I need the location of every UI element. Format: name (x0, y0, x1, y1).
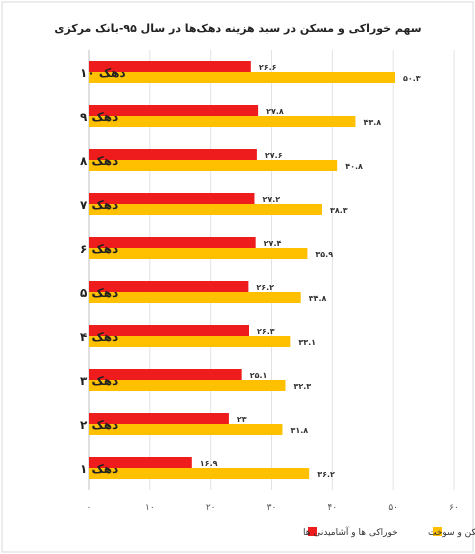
category-label: دهک ۵ (80, 286, 118, 300)
category-label: دهک ۷ (80, 198, 118, 212)
data-label: ۲۷.۴ (264, 239, 282, 248)
category-labels: دهک ۱۰ دهک ۹ دهک ۸ دهک ۷ دهک ۶ دهک ۵ دهک ۴ دهک … (80, 66, 126, 476)
data-label: ۳۵.۹ (315, 250, 333, 259)
data-label: ۲۷.۸ (266, 107, 284, 116)
data-label: ۲۷.۲ (262, 195, 280, 204)
data-label: ۴۳.۸ (363, 118, 381, 127)
bar-food (89, 237, 256, 248)
data-label: ۳۲.۳ (293, 382, 311, 391)
category-label: دهک ۴ (80, 330, 118, 344)
bar-housing (89, 380, 286, 391)
bar-food (89, 281, 249, 292)
category-label: دهک ۱۰ (80, 66, 126, 80)
bar-housing (89, 292, 301, 303)
category-label: دهک ۱ (80, 462, 118, 476)
x-tick-label: ۱۰ (145, 503, 155, 513)
data-label: ۲۶.۲ (256, 283, 274, 292)
bar-food (89, 457, 192, 468)
x-tick-label: ۳۰ (267, 503, 277, 513)
data-label: ۳۱.۸ (290, 426, 308, 435)
category-label: دهک ۶ (80, 242, 118, 256)
bar-food (89, 193, 255, 204)
data-label: ۲۳ (237, 415, 247, 424)
bar-housing (89, 160, 338, 171)
data-label: ۱۶.۹ (200, 459, 218, 468)
data-label: ۳۸.۳ (330, 206, 348, 215)
bar-housing (89, 424, 283, 435)
category-label: دهک ۲ (80, 418, 118, 432)
legend: خوراکی ها و آشامیدنی ها مسکن و سوخت (303, 526, 475, 538)
category-label: دهک ۸ (80, 154, 118, 168)
bar-housing (89, 72, 395, 83)
bar-food (89, 61, 251, 72)
bar-food (89, 325, 249, 336)
data-label: ۲۷.۶ (265, 151, 283, 160)
data-label: ۲۵.۱ (250, 371, 268, 380)
legend-swatch-food (308, 527, 317, 536)
x-tick-label: ۰ (87, 503, 92, 513)
bar-housing (89, 468, 310, 479)
data-label: ۴۰.۸ (345, 162, 363, 171)
bar-food (89, 413, 229, 424)
x-tick-label: ۴۰ (327, 503, 337, 513)
bar-housing (89, 204, 322, 215)
x-tick-label: ۲۰ (206, 503, 216, 513)
legend-label-food: خوراکی ها و آشامیدنی ها (303, 526, 398, 538)
data-label: ۳۳.۱ (298, 338, 316, 347)
bar-food (89, 369, 242, 380)
data-label: ۲۶.۶ (259, 63, 277, 72)
category-label: دهک ۹ (80, 110, 118, 124)
legend-swatch-housing (433, 527, 442, 536)
data-label: ۲۶.۳ (257, 327, 275, 336)
bar-food (89, 105, 259, 116)
x-axis-ticks: ۰ ۱۰ ۲۰ ۳۰ ۴۰ ۵۰ ۶۰ (87, 503, 459, 513)
x-tick-label: ۶۰ (449, 503, 459, 513)
legend-label-housing: مسکن و سوخت (428, 528, 475, 538)
bar-housing (89, 336, 291, 347)
chart-title: سهم خوراکی و مسکن در سبد هزینه دهک‌ها در… (54, 22, 421, 35)
data-label: ۳۶.۲ (317, 470, 335, 479)
bars (89, 61, 395, 479)
x-tick-label: ۵۰ (388, 503, 398, 513)
data-label: ۵۰.۳ (403, 74, 421, 83)
bar-food (89, 149, 257, 160)
data-label: ۳۴.۸ (309, 294, 327, 303)
bar-housing (89, 248, 308, 259)
category-label: دهک ۳ (80, 374, 118, 388)
bar-housing (89, 116, 356, 127)
value-labels: ۲۶.۶ ۵۰.۳ ۲۷.۸ ۴۳.۸ ۲۷.۶ ۴۰.۸ ۲۷.۲ ۳۸.۳ ۲۷.۴ ۳۵.۹… (200, 63, 421, 479)
